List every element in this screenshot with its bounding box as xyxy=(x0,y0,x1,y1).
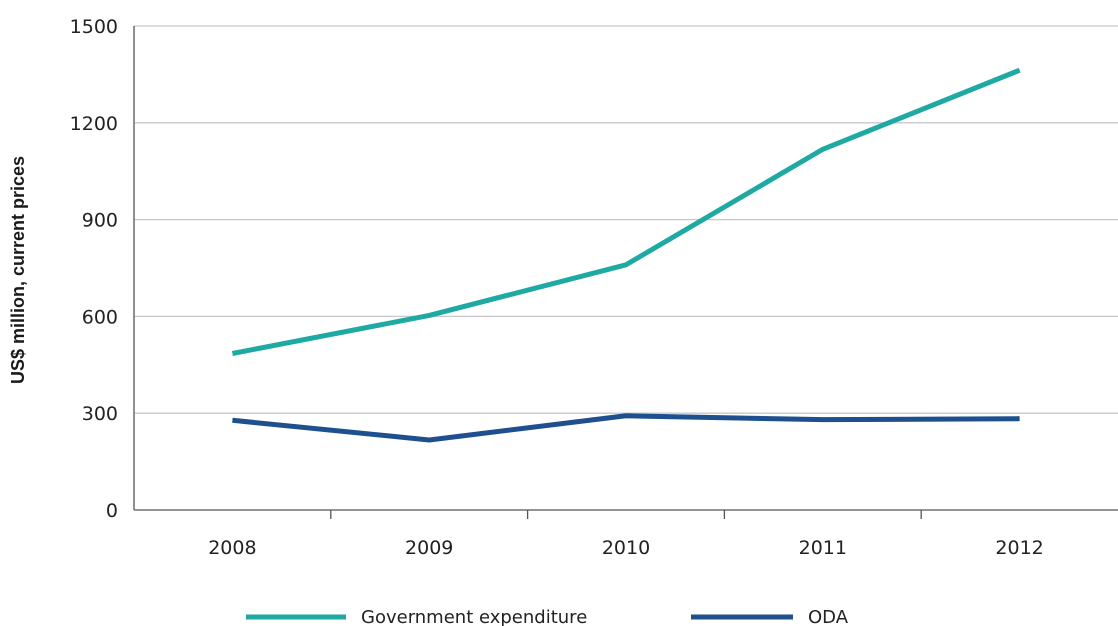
y-tick-label: 1500 xyxy=(70,16,118,38)
x-tick-label: 2010 xyxy=(602,537,650,559)
y-axis-ticks: 0 300 600 900 1200 1500 xyxy=(70,16,118,522)
legend: Government expenditure ODA xyxy=(246,607,849,626)
x-tick-label: 2009 xyxy=(405,537,453,559)
y-tick-label: 600 xyxy=(82,306,118,328)
x-tick-label: 2008 xyxy=(208,537,256,559)
x-tick-label: 2011 xyxy=(799,537,847,559)
series-lines xyxy=(231,67,1021,443)
y-tick-label: 0 xyxy=(106,500,118,522)
x-tick-label: 2012 xyxy=(995,537,1043,559)
x-axis-ticks: 2008 2009 2010 2011 2012 xyxy=(208,537,1044,559)
y-tick-label: 300 xyxy=(82,403,118,425)
legend-label: ODA xyxy=(808,607,849,626)
y-tick-label: 900 xyxy=(82,210,118,232)
legend-label: Government expenditure xyxy=(361,607,587,626)
y-tick-label: 1200 xyxy=(70,113,118,135)
series-line-0 xyxy=(231,67,1021,356)
y-axis-label: US$ million, current prices xyxy=(8,156,28,384)
series-line-1 xyxy=(232,413,1020,443)
axes xyxy=(133,26,1118,519)
gridlines xyxy=(134,25,1118,414)
